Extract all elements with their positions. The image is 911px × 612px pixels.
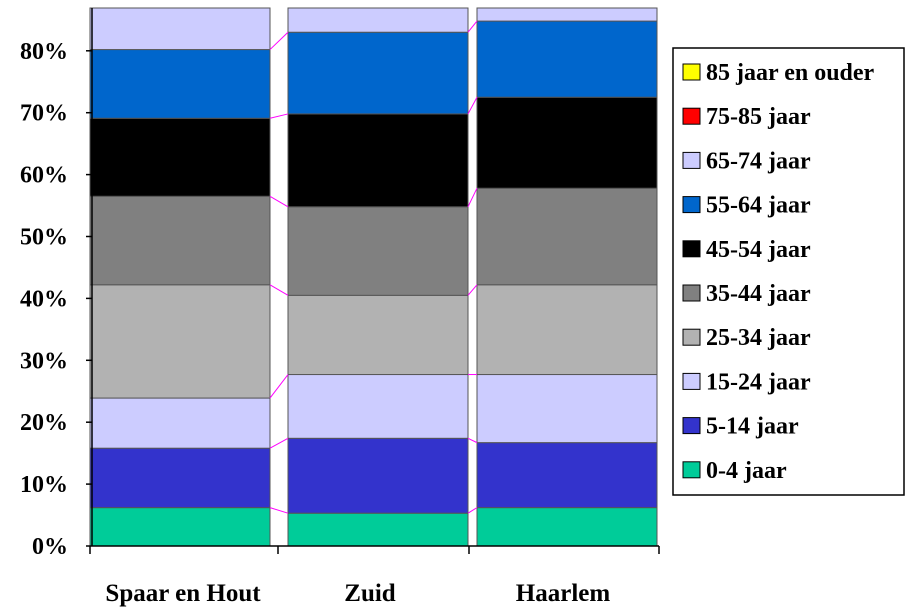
legend-swatch-35-44-jaar bbox=[682, 284, 701, 302]
series-line-45-54-jaar-2 bbox=[467, 96, 478, 115]
legend-swatch-15-24-jaar bbox=[682, 372, 701, 390]
legend-label-65-74-jaar: 65-74 jaar bbox=[706, 148, 811, 174]
series-line-0-4-jaar-1 bbox=[269, 507, 289, 514]
bar-segment-45-54-jaar-haarlem bbox=[476, 96, 658, 189]
y-tick-label: 30% bbox=[20, 348, 68, 374]
bar-segment-5-14-jaar-spaar-en-hout bbox=[89, 447, 271, 509]
bar-segment-55-64-jaar-spaar-en-hout bbox=[89, 49, 271, 119]
legend-swatch-25-34-jaar bbox=[682, 328, 701, 346]
bar-segment-5-14-jaar-zuid bbox=[287, 437, 469, 514]
legend-swatch-85-jaar-en-ouder bbox=[682, 63, 701, 81]
legend-label-45-54-jaar: 45-54 jaar bbox=[706, 237, 811, 263]
bar-segment-65-74-jaar-spaar-en-hout bbox=[89, 7, 271, 51]
y-tick-label: 10% bbox=[20, 472, 68, 498]
bar-segment-25-34-jaar-zuid bbox=[287, 294, 469, 376]
series-line-25-34-jaar-2 bbox=[467, 284, 478, 296]
legend-swatch-75-85-jaar bbox=[682, 107, 701, 125]
x-axis: Spaar en Hout Zuid Haarlem bbox=[89, 545, 660, 607]
series-line-5-14-jaar-1 bbox=[269, 437, 289, 449]
legend: 85 jaar en ouder 75-85 jaar 65-74 jaar 55-6… bbox=[672, 47, 905, 496]
y-axis: 0% 10% 20% 30% 40% 50% 60% 70% 80% bbox=[20, 8, 93, 560]
legend-label-25-34-jaar: 25-34 jaar bbox=[706, 325, 811, 351]
y-tick-label: 60% bbox=[20, 163, 68, 189]
legend-label-0-4-jaar: 0-4 jaar bbox=[706, 458, 787, 484]
series-line-55-64-jaar-1 bbox=[269, 31, 289, 50]
legend-label-75-85-jaar: 75-85 jaar bbox=[706, 104, 811, 130]
series-lines bbox=[269, 20, 478, 514]
legend-label-55-64-jaar: 55-64 jaar bbox=[706, 193, 811, 219]
series-line-15-24-jaar-1 bbox=[269, 374, 289, 399]
legend-box bbox=[672, 47, 905, 496]
series-line-45-54-jaar-1 bbox=[269, 113, 289, 119]
bar-segment-45-54-jaar-spaar-en-hout bbox=[89, 117, 271, 197]
bar-segment-0-4-jaar-haarlem bbox=[476, 507, 658, 547]
legend-swatch-65-74-jaar bbox=[682, 151, 701, 169]
bar-segment-65-74-jaar-zuid bbox=[287, 7, 469, 33]
bar-segment-45-54-jaar-zuid bbox=[287, 113, 469, 208]
x-tick-label-zuid: Zuid bbox=[344, 580, 396, 607]
y-tick-label: 80% bbox=[20, 39, 68, 65]
legend-swatch-0-4-jaar bbox=[682, 461, 701, 479]
y-tick-label: 70% bbox=[20, 101, 68, 127]
plot-area bbox=[89, 7, 658, 547]
bar-segment-0-4-jaar-spaar-en-hout bbox=[89, 507, 271, 547]
bar-segment-25-34-jaar-spaar-en-hout bbox=[89, 284, 271, 399]
y-tick-label: 20% bbox=[20, 410, 68, 436]
bar-segment-35-44-jaar-zuid bbox=[287, 206, 469, 296]
legend-label-35-44-jaar: 35-44 jaar bbox=[706, 281, 811, 307]
bar-segment-0-4-jaar-zuid bbox=[287, 512, 469, 547]
y-tick-label: 50% bbox=[20, 225, 68, 251]
legend-label-5-14-jaar: 5-14 jaar bbox=[706, 414, 799, 440]
series-line-0-4-jaar-2 bbox=[467, 507, 478, 514]
bar-segment-25-34-jaar-haarlem bbox=[476, 284, 658, 376]
legend-swatch-45-54-jaar bbox=[682, 240, 701, 258]
series-line-5-14-jaar-2 bbox=[467, 437, 478, 444]
bar-segment-15-24-jaar-spaar-en-hout bbox=[89, 397, 271, 449]
y-tick-label: 0% bbox=[32, 534, 68, 560]
series-line-35-44-jaar-1 bbox=[269, 195, 289, 208]
series-line-35-44-jaar-2 bbox=[467, 187, 478, 208]
bar-segment-15-24-jaar-haarlem bbox=[476, 374, 658, 444]
x-tick-label-spaar-en-hout: Spaar en Hout bbox=[105, 580, 261, 607]
y-tick-label: 40% bbox=[20, 286, 68, 312]
bar-segment-55-64-jaar-haarlem bbox=[476, 20, 658, 98]
legend-label-85-jaar-en-ouder: 85 jaar en ouder bbox=[706, 60, 875, 86]
bar-segment-55-64-jaar-zuid bbox=[287, 31, 469, 115]
bar-segment-15-24-jaar-zuid bbox=[287, 374, 469, 439]
bar-segment-65-74-jaar-haarlem bbox=[476, 7, 658, 22]
series-line-25-34-jaar-1 bbox=[269, 284, 289, 296]
legend-swatch-55-64-jaar bbox=[682, 196, 701, 214]
legend-swatch-5-14-jaar bbox=[682, 417, 701, 435]
bar-segment-35-44-jaar-spaar-en-hout bbox=[89, 195, 271, 286]
legend-label-15-24-jaar: 15-24 jaar bbox=[706, 369, 811, 395]
bar-segment-5-14-jaar-haarlem bbox=[476, 442, 658, 509]
series-line-55-64-jaar-2 bbox=[467, 20, 478, 33]
bar-segment-35-44-jaar-haarlem bbox=[476, 187, 658, 286]
x-tick-label-haarlem: Haarlem bbox=[516, 580, 611, 607]
